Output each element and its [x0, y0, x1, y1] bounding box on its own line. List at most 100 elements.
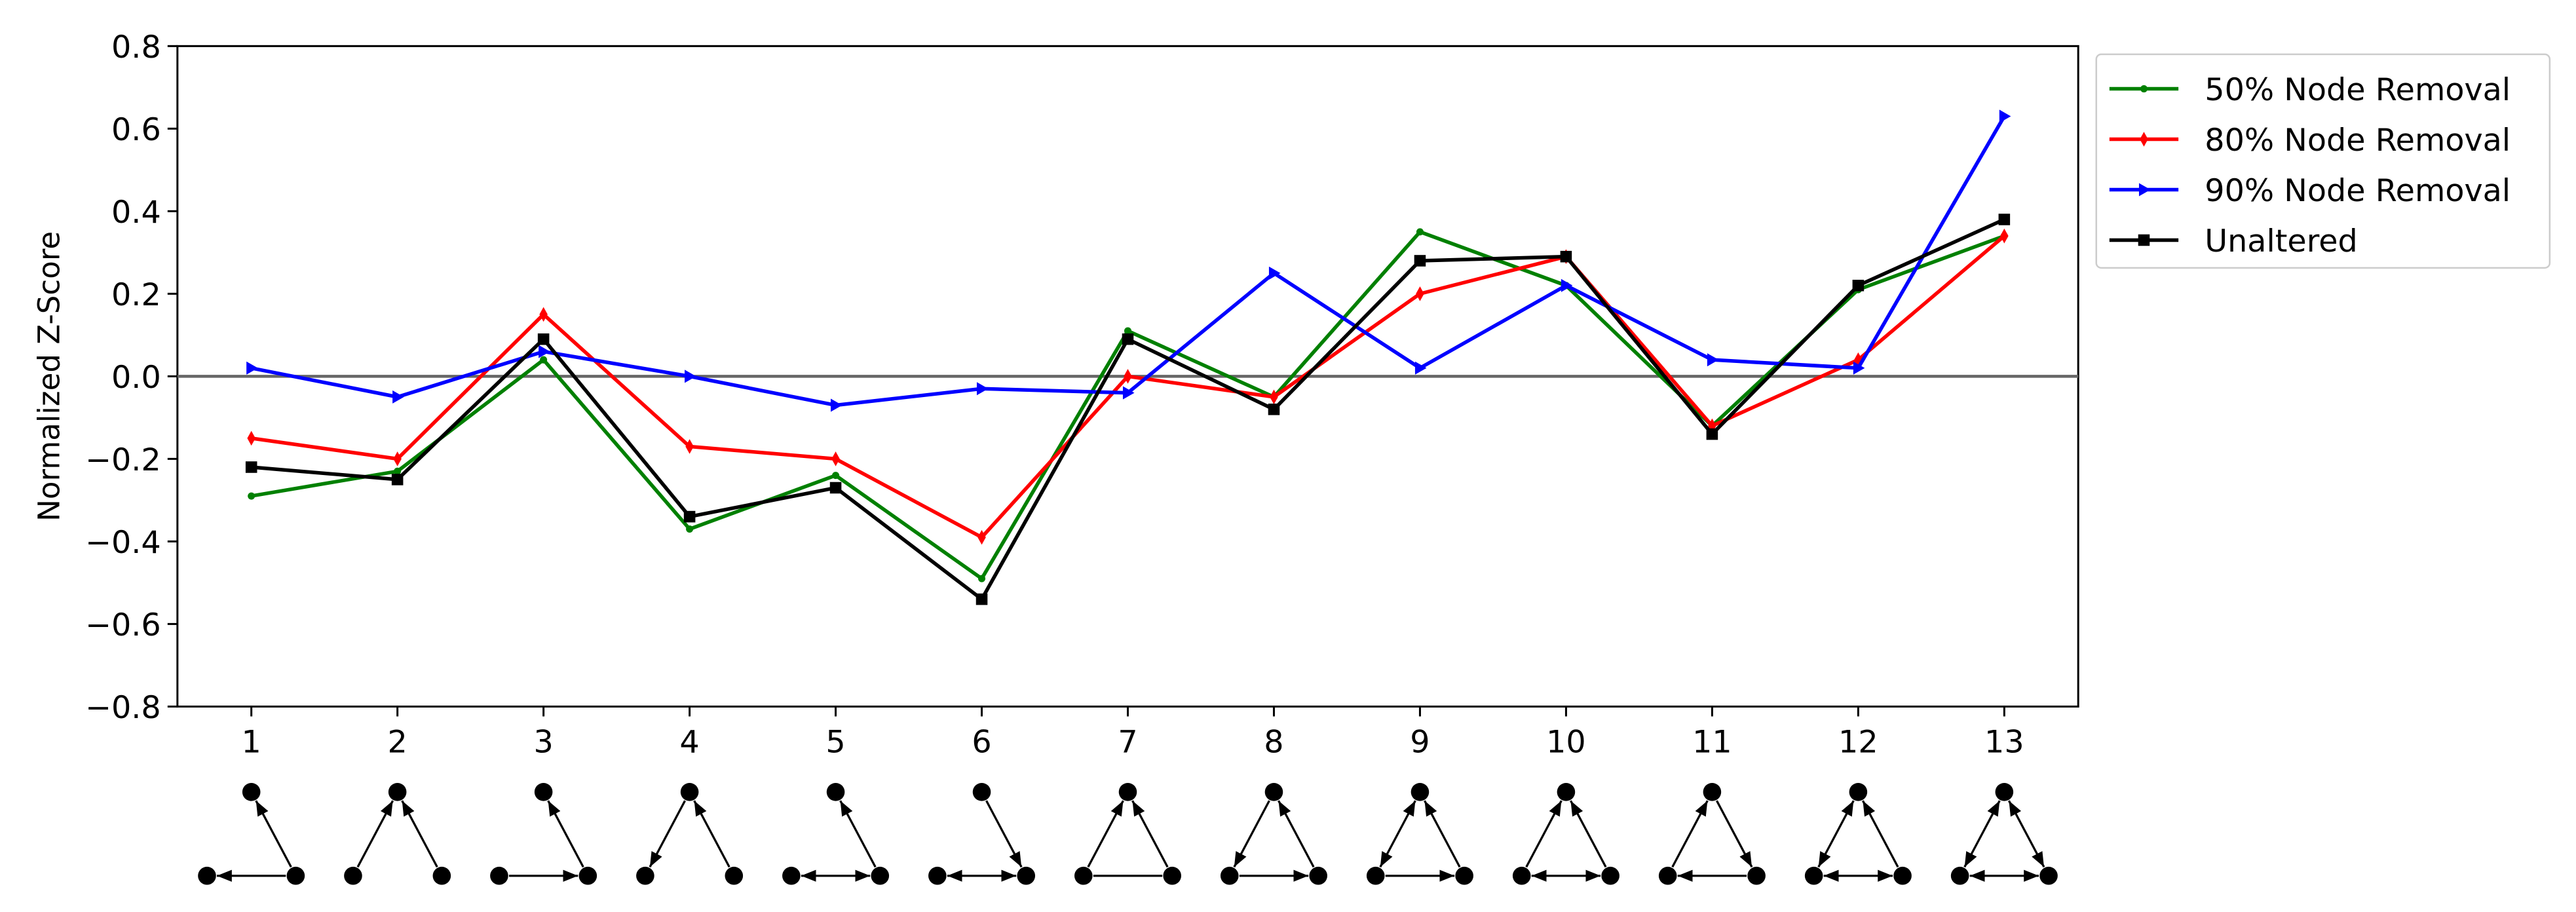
data-point — [539, 345, 550, 358]
motif-edge — [1278, 800, 1315, 868]
motif-node — [636, 866, 654, 885]
data-point — [1416, 228, 1424, 236]
motif-node — [1411, 783, 1430, 801]
data-point — [1561, 278, 1573, 292]
motif-edge — [255, 800, 292, 868]
motif-node — [2039, 866, 2058, 885]
y-tick-label: 0.6 — [111, 112, 161, 148]
motif-node — [490, 866, 508, 885]
motif-edge — [1817, 800, 1855, 868]
legend-label: 50% Node Removal — [2205, 72, 2510, 108]
series-line — [251, 115, 2006, 408]
y-tick-label: −0.2 — [85, 442, 161, 478]
motif-node — [344, 866, 362, 885]
data-point — [1853, 361, 1865, 375]
motif-node — [928, 866, 947, 885]
x-tick-label: 8 — [1264, 725, 1283, 761]
motif-node — [1512, 866, 1531, 885]
motif-edge — [839, 800, 877, 868]
motif-node — [826, 783, 845, 801]
motif-edge — [1861, 800, 1899, 868]
data-point — [246, 361, 258, 375]
data-point — [2000, 228, 2009, 244]
x-tick-label: 6 — [972, 725, 991, 761]
legend-marker — [2140, 85, 2148, 93]
motif-node — [432, 866, 451, 885]
data-point — [1122, 386, 1135, 400]
data-point — [831, 398, 843, 412]
motif-node — [286, 866, 305, 885]
motif-edge — [1379, 800, 1416, 868]
motif-node — [1893, 866, 1912, 885]
motif-node — [198, 866, 216, 885]
x-tick-label: 7 — [1118, 725, 1137, 761]
motif-edge — [1963, 800, 2001, 868]
data-point — [391, 474, 404, 485]
motif-edge — [985, 800, 1023, 868]
data-point — [393, 451, 402, 466]
data-point — [392, 390, 404, 404]
legend-marker — [2138, 234, 2150, 246]
x-tick-label: 4 — [679, 725, 699, 761]
data-point — [1998, 214, 2011, 225]
data-point — [1124, 369, 1132, 384]
series-line — [251, 218, 2005, 601]
y-tick-label: 0.4 — [111, 195, 161, 231]
x-tick-label: 9 — [1410, 725, 1430, 761]
data-point — [394, 467, 402, 475]
legend-marker — [2140, 132, 2148, 147]
motif-edge — [401, 800, 438, 868]
motif-edge — [1671, 800, 1709, 868]
data-point — [1852, 279, 1865, 292]
y-tick-label: 0.0 — [111, 360, 161, 396]
motif-edge — [547, 800, 584, 868]
motif-icons — [198, 783, 2058, 885]
motif-node — [242, 783, 261, 801]
x-tick-label: 3 — [533, 725, 553, 761]
data-point — [683, 510, 696, 523]
motif-node — [1366, 866, 1385, 885]
data-point — [537, 333, 550, 345]
data-point — [975, 593, 988, 605]
data-point — [247, 430, 256, 446]
motif-node — [1557, 783, 1576, 801]
data-point — [686, 525, 694, 533]
x-tick-label: 12 — [1838, 725, 1878, 761]
data-point — [1560, 250, 1572, 263]
x-tick-label: 13 — [1984, 725, 2024, 761]
motif-edge — [1715, 800, 1753, 868]
motif-edge — [1424, 800, 1461, 868]
data-point — [978, 575, 986, 582]
data-point — [977, 382, 989, 396]
motif-node — [1163, 866, 1182, 885]
data-point — [539, 307, 548, 322]
data-point — [245, 461, 257, 473]
motif-node — [1995, 783, 2014, 801]
motif-edge — [649, 800, 686, 868]
motif-node — [388, 783, 407, 801]
motif-edge — [2007, 800, 2045, 868]
data-point — [1707, 353, 1719, 367]
motif-node — [782, 866, 801, 885]
y-axis-label: Normalized Z-Score — [31, 231, 66, 522]
data-point — [248, 492, 256, 500]
legend-box — [2095, 53, 2551, 269]
y-tick-label: 0.2 — [111, 277, 161, 313]
motif-node — [578, 866, 597, 885]
data-point — [1268, 266, 1281, 280]
legend-marker — [2138, 183, 2151, 197]
data-point — [540, 356, 548, 364]
data-point — [685, 370, 696, 383]
x-tick-label: 5 — [825, 725, 845, 761]
motif-node — [1601, 866, 1619, 885]
motif-edge — [356, 800, 394, 868]
motif-edge — [1570, 800, 1607, 868]
motif-node — [1264, 783, 1283, 801]
motif-edge — [1131, 800, 1169, 868]
motif-node — [725, 866, 744, 885]
motif-node — [534, 783, 553, 801]
motif-node — [1849, 783, 1868, 801]
data-point — [1270, 389, 1278, 405]
data-point — [829, 482, 842, 494]
series-line — [251, 235, 2006, 539]
